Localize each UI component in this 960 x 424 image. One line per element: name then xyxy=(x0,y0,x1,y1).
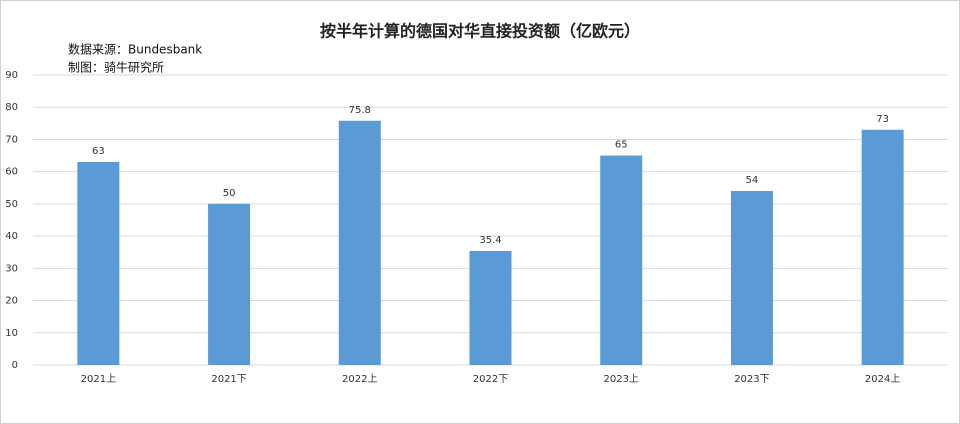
value-label: 35.4 xyxy=(479,235,501,246)
y-tick-label: 0 xyxy=(12,360,18,371)
value-label: 75.8 xyxy=(349,105,371,116)
bar xyxy=(338,120,381,365)
x-tick-label: 2022上 xyxy=(342,373,377,385)
value-label: 63 xyxy=(92,146,105,157)
y-tick-label: 80 xyxy=(5,102,18,113)
x-tick-label: 2023下 xyxy=(734,374,769,385)
y-tick-label: 40 xyxy=(5,231,18,242)
x-tick-label: 2022下 xyxy=(473,374,508,385)
author-note: 制图：骑牛研究所 xyxy=(68,60,164,75)
y-tick-label: 70 xyxy=(5,134,18,145)
x-tick-label: 2024上 xyxy=(865,373,900,385)
bar xyxy=(861,129,904,365)
bar xyxy=(208,203,251,365)
y-tick-label: 60 xyxy=(5,167,18,178)
value-label: 65 xyxy=(615,140,628,151)
bar xyxy=(730,191,773,365)
source-note: 数据来源：Bundesbank xyxy=(68,42,202,57)
y-tick-label: 50 xyxy=(5,199,18,210)
y-tick-label: 20 xyxy=(5,296,18,307)
value-label: 73 xyxy=(876,114,889,125)
y-tick-label: 10 xyxy=(5,328,18,339)
x-tick-label: 2021下 xyxy=(211,374,246,385)
value-label: 50 xyxy=(223,188,236,199)
value-label: 54 xyxy=(746,175,759,186)
y-tick-label: 90 xyxy=(5,70,18,81)
x-tick-label: 2021上 xyxy=(81,373,116,385)
bar xyxy=(469,250,512,365)
y-tick-label: 30 xyxy=(5,263,18,274)
x-tick-label: 2023上 xyxy=(603,373,638,385)
chart-title: 按半年计算的德国对华直接投资额（亿欧元） xyxy=(320,22,640,41)
bar xyxy=(77,162,120,365)
bar xyxy=(600,155,643,365)
